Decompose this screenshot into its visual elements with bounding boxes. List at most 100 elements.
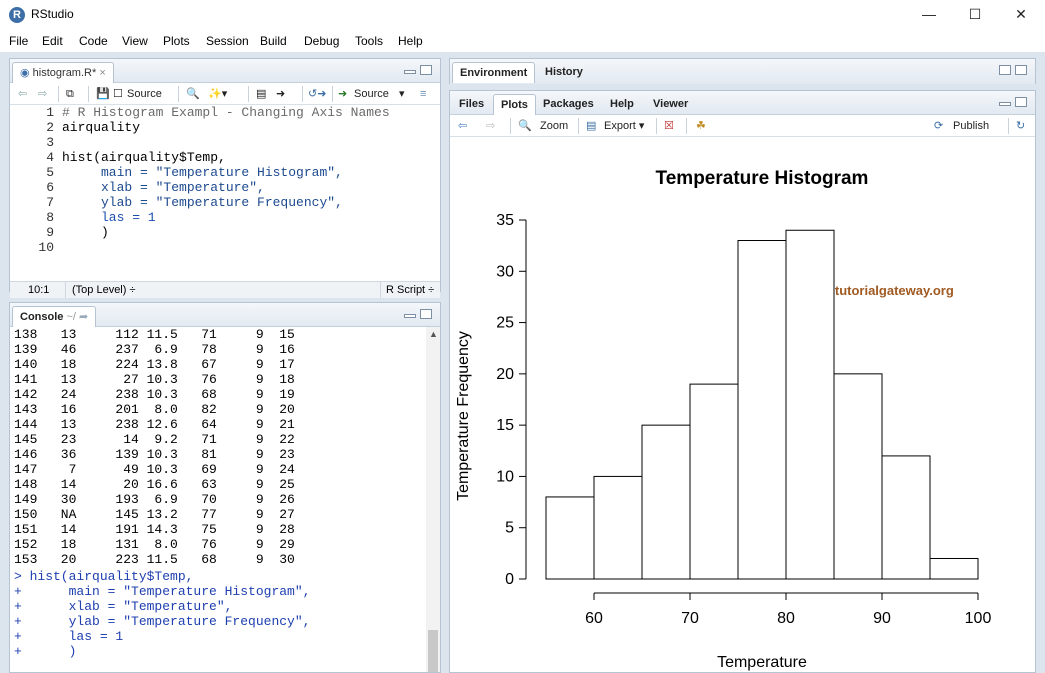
tab-console[interactable]: Console ~/ ➦	[12, 306, 97, 327]
menu-edit[interactable]: Edit	[42, 34, 63, 48]
scroll-up-icon[interactable]: ▲	[429, 329, 438, 339]
source-icon[interactable]: ➜	[338, 88, 348, 100]
re-run-icon[interactable]: ↺➜	[308, 88, 327, 100]
minimize-pane-icon[interactable]	[404, 314, 416, 318]
maximize-icon[interactable]: ☐	[968, 6, 982, 22]
code-line: xlab = "Temperature",	[62, 180, 265, 195]
tab-packages[interactable]: Packages	[543, 98, 594, 110]
histogram-bar	[881, 455, 931, 580]
histogram-bar	[833, 373, 883, 580]
line-number: 5	[46, 165, 54, 180]
menu-session[interactable]: Session	[206, 34, 249, 48]
console-row: 144 13 238 12.6 64 9 21	[14, 417, 295, 432]
line-number: 7	[46, 195, 54, 210]
code-tools-wand-icon[interactable]: ✨▾	[208, 88, 228, 100]
close-tab-icon[interactable]: ×	[99, 67, 106, 79]
plots-toolbar: ⇦ ⇨ 🔍 Zoom ▤ Export ▾ ☒ ☘ ⟳ Publish ↻	[450, 115, 1035, 137]
menu-tools[interactable]: Tools	[355, 34, 384, 48]
next-plot-icon[interactable]: ⇨	[486, 120, 496, 132]
menu-help[interactable]: Help	[398, 34, 423, 48]
console-pane: Console ~/ ➦ 138 13 112 11.5 71 9 15 139…	[9, 302, 441, 673]
console-command: + main = "Temperature Histogram",	[14, 584, 311, 599]
line-number: 8	[46, 210, 54, 225]
code-line: )	[62, 225, 109, 240]
restore-pane-icon[interactable]	[1015, 97, 1027, 107]
minimize-pane-icon[interactable]	[999, 102, 1011, 106]
code-line: ylab = "Temperature Frequency",	[62, 195, 343, 210]
x-tick-label: 90	[873, 610, 891, 627]
code-line: airquality	[62, 120, 141, 135]
publish-button[interactable]: Publish	[953, 120, 990, 132]
y-tick-label: 25	[496, 315, 514, 332]
console-row: 145 23 14 9.2 71 9 22	[14, 432, 295, 447]
tab-viewer[interactable]: Viewer	[653, 98, 689, 110]
x-axis-label: Temperature	[717, 654, 807, 671]
tab-help[interactable]: Help	[610, 98, 634, 110]
menu-code[interactable]: Code	[79, 34, 108, 48]
histogram-plot: Temperature Histogram Temperature Temper…	[455, 168, 991, 671]
menu-build[interactable]: Build	[260, 34, 287, 48]
export-icon[interactable]: ▤	[586, 120, 597, 132]
tab-history[interactable]: History	[545, 66, 583, 78]
console-row: 149 30 193 6.9 70 9 26	[14, 492, 295, 507]
compile-report-icon[interactable]: ▤	[256, 88, 267, 100]
refresh-icon[interactable]: ↻	[1016, 120, 1026, 132]
outline-icon[interactable]: ≡	[420, 88, 427, 100]
source-on-save-checkbox[interactable]: ☐	[113, 88, 123, 100]
close-icon[interactable]: ✕	[1015, 6, 1027, 22]
run-lines-icon[interactable]: ➜	[276, 88, 286, 100]
menu-debug[interactable]: Debug	[304, 34, 340, 48]
maximize-pane-icon[interactable]	[420, 65, 432, 75]
console-path[interactable]: ~/	[66, 311, 76, 323]
console-scrollbar[interactable]: ▲	[426, 327, 440, 672]
previous-plot-icon[interactable]: ⇦	[458, 120, 468, 132]
zoom-icon[interactable]: 🔍	[518, 120, 532, 132]
export-button[interactable]: Export ▾	[604, 120, 645, 132]
source-dropdown-icon[interactable]: ▾	[399, 88, 405, 100]
environment-tabstrip: Environment History	[450, 59, 1035, 84]
x-tick-label: 60	[585, 610, 603, 627]
code-editor[interactable]: 1 2 3 4 5 6 7 8 9 10 # R Histogram Examp…	[10, 105, 440, 317]
maximize-pane-icon[interactable]	[420, 309, 432, 319]
go-to-directory-icon[interactable]: ➦	[79, 311, 89, 323]
tab-plots[interactable]: Plots	[493, 94, 536, 115]
menu-file[interactable]: File	[9, 34, 29, 48]
source-on-save-label: Source	[127, 88, 162, 100]
zoom-button[interactable]: Zoom	[540, 120, 569, 132]
show-in-window-icon[interactable]: ⧉	[66, 88, 74, 100]
scope-selector[interactable]: (Top Level) ÷	[72, 284, 136, 296]
maximize-pane-icon[interactable]	[1015, 65, 1027, 75]
histogram-bar	[593, 475, 643, 580]
file-type-selector[interactable]: R Script ÷	[386, 284, 435, 296]
histogram-bar	[545, 496, 595, 580]
console-command: + xlab = "Temperature",	[14, 599, 233, 614]
console-row: 150 NA 145 13.2 77 9 27	[14, 507, 295, 522]
publish-icon[interactable]: ⟳	[934, 120, 944, 132]
console-output[interactable]: 138 13 112 11.5 71 9 15 139 46 237 6.9 7…	[10, 327, 428, 672]
editor-pane: ◉ histogram.R* × ⇦ ⇨ ⧉ 💾 ☐ Source 🔍 ✨▾ ▤…	[9, 58, 441, 298]
source-button[interactable]: Source	[354, 88, 389, 100]
tab-environment[interactable]: Environment	[452, 62, 536, 83]
remove-plot-icon[interactable]: ☒	[664, 120, 674, 132]
tab-histogram-r[interactable]: ◉ histogram.R* ×	[12, 62, 114, 83]
y-tick-label: 35	[496, 212, 514, 229]
y-tick-label: 0	[505, 571, 514, 588]
find-icon[interactable]: 🔍	[186, 88, 200, 100]
line-number: 6	[46, 180, 54, 195]
restore-pane-icon[interactable]	[999, 65, 1011, 75]
menu-view[interactable]: View	[122, 34, 148, 48]
line-number: 9	[46, 225, 54, 240]
minimize-icon[interactable]: —	[922, 6, 936, 22]
clear-all-broom-icon[interactable]: ☘	[696, 120, 706, 132]
rstudio-logo-icon: R	[9, 7, 25, 23]
back-arrow-icon[interactable]: ⇦	[18, 88, 28, 100]
tab-files[interactable]: Files	[459, 98, 485, 110]
minimize-pane-icon[interactable]	[404, 70, 416, 74]
scrollbar-thumb[interactable]	[428, 630, 438, 672]
menu-plots[interactable]: Plots	[163, 34, 190, 48]
code-line: main = "Temperature Histogram",	[62, 165, 343, 180]
r-file-icon: ◉	[20, 67, 30, 79]
forward-arrow-icon[interactable]: ⇨	[38, 88, 48, 100]
save-icon[interactable]: 💾	[96, 88, 110, 100]
console-command: + las = 1	[14, 629, 124, 644]
